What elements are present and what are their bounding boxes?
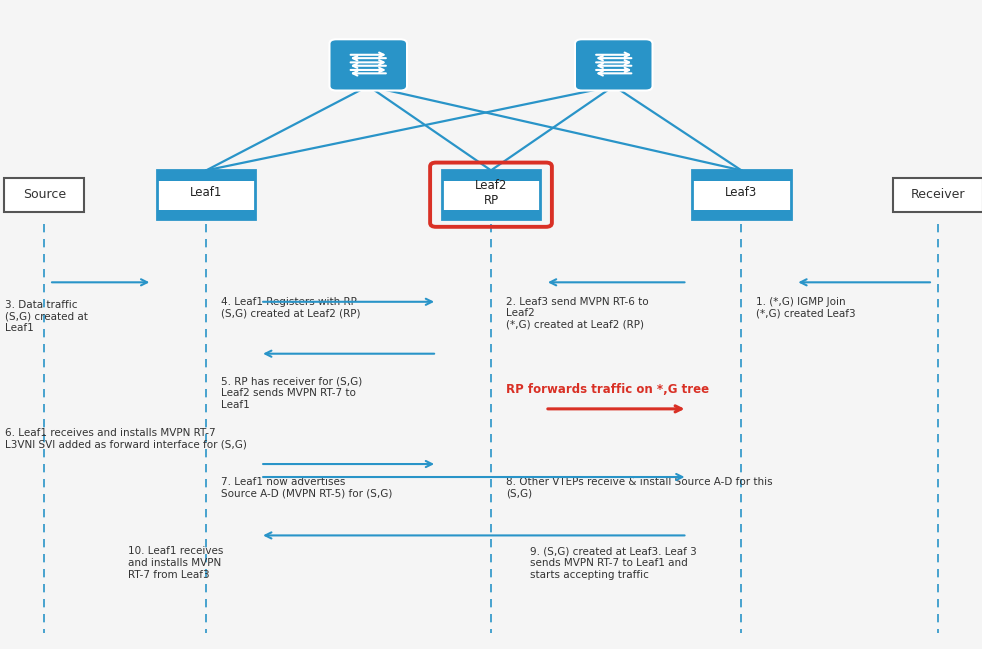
Text: Receiver: Receiver <box>910 188 965 201</box>
Text: 4. Leaf1 Registers with RP
(S,G) created at Leaf2 (RP): 4. Leaf1 Registers with RP (S,G) created… <box>221 297 360 318</box>
Text: 1. (*,G) IGMP Join
(*,G) created Leaf3: 1. (*,G) IGMP Join (*,G) created Leaf3 <box>756 297 855 318</box>
Text: Source: Source <box>23 188 66 201</box>
Bar <box>893 178 982 212</box>
Text: 5. RP has receiver for (S,G)
Leaf2 sends MVPN RT-7 to
Leaf1: 5. RP has receiver for (S,G) Leaf2 sends… <box>221 376 362 410</box>
Text: 6. Leaf1 receives and installs MVPN RT-7
L3VNI SVI added as forward interface fo: 6. Leaf1 receives and installs MVPN RT-7… <box>5 428 246 450</box>
Text: Leaf1: Leaf1 <box>191 186 222 199</box>
FancyBboxPatch shape <box>574 39 652 90</box>
Bar <box>157 210 255 219</box>
Text: 7. Leaf1 now advertises
Source A-D (MVPN RT-5) for (S,G): 7. Leaf1 now advertises Source A-D (MVPN… <box>221 477 393 498</box>
Bar <box>692 210 791 219</box>
Bar <box>157 171 255 181</box>
FancyBboxPatch shape <box>329 39 407 90</box>
Text: 2. Leaf3 send MVPN RT-6 to
Leaf2
(*,G) created at Leaf2 (RP): 2. Leaf3 send MVPN RT-6 to Leaf2 (*,G) c… <box>506 297 648 330</box>
Text: 9. (S,G) created at Leaf3. Leaf 3
sends MVPN RT-7 to Leaf1 and
starts accepting : 9. (S,G) created at Leaf3. Leaf 3 sends … <box>530 546 697 580</box>
FancyBboxPatch shape <box>157 171 255 219</box>
FancyBboxPatch shape <box>442 171 540 219</box>
Text: RP forwards traffic on *,G tree: RP forwards traffic on *,G tree <box>506 383 709 396</box>
Bar <box>442 210 540 219</box>
Text: Leaf3: Leaf3 <box>726 186 757 199</box>
Bar <box>442 171 540 181</box>
Bar <box>4 178 84 212</box>
Bar <box>692 171 791 181</box>
FancyBboxPatch shape <box>692 171 791 219</box>
Text: Leaf2
RP: Leaf2 RP <box>475 178 507 206</box>
Text: 10. Leaf1 receives
and installs MVPN
RT-7 from Leaf3: 10. Leaf1 receives and installs MVPN RT-… <box>128 546 223 580</box>
Text: 8. Other VTEPs receive & install Source A-D for this
(S,G): 8. Other VTEPs receive & install Source … <box>506 477 773 498</box>
Text: 3. Data traffic
(S,G) created at
Leaf1: 3. Data traffic (S,G) created at Leaf1 <box>5 300 87 333</box>
